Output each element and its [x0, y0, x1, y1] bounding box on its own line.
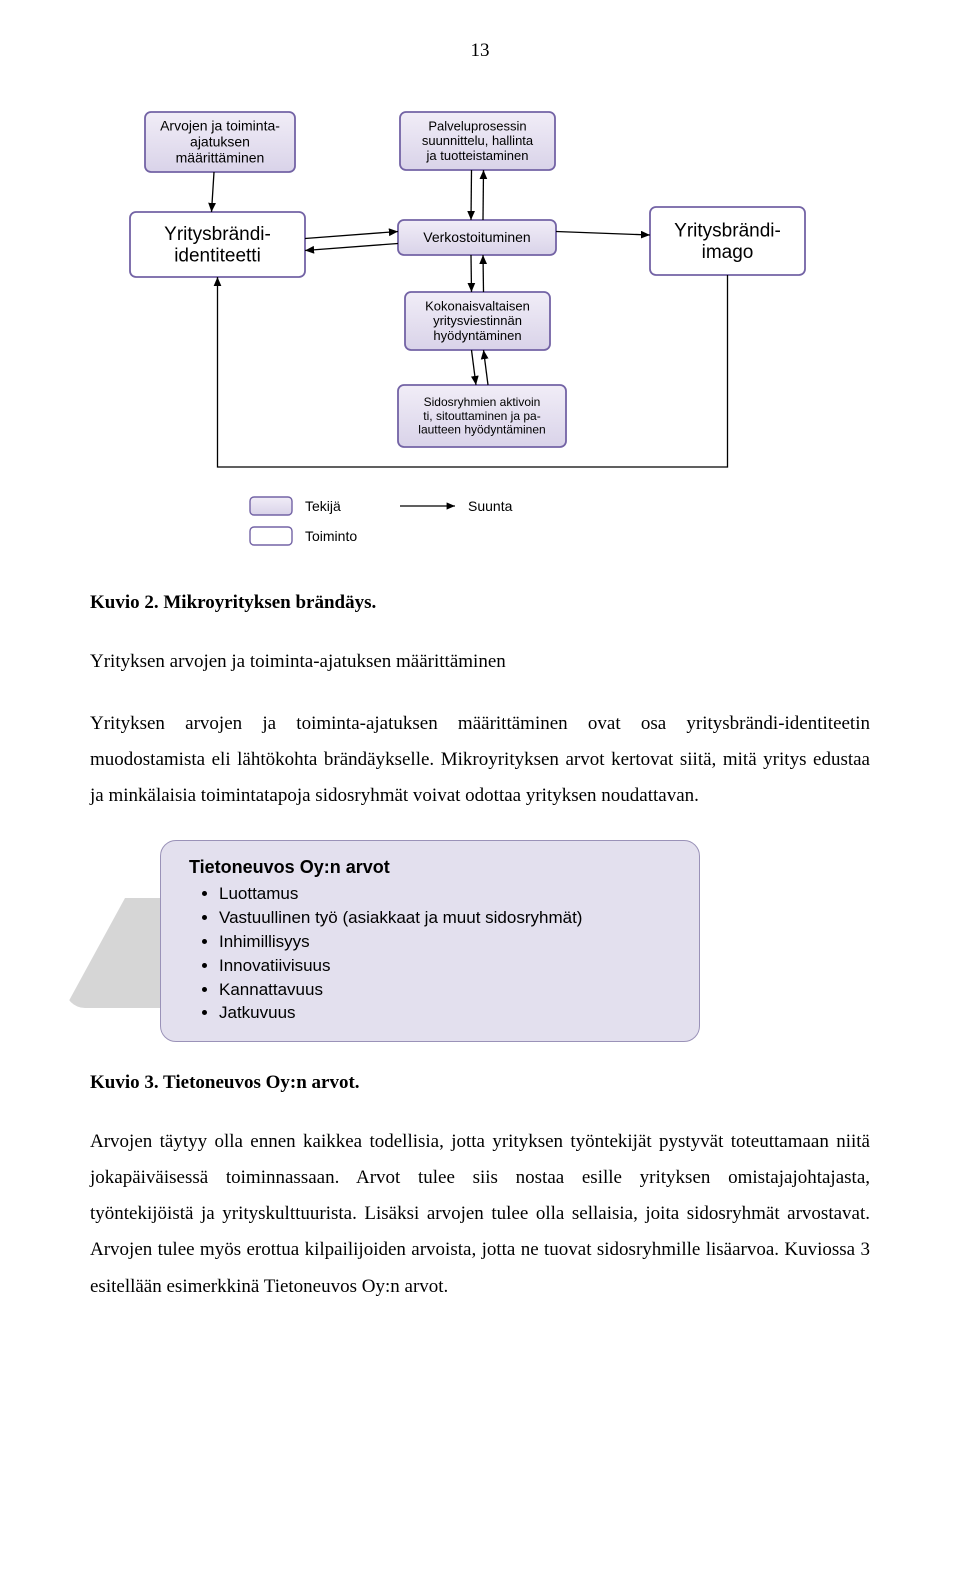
svg-text:Palveluprosessin: Palveluprosessin: [428, 118, 526, 133]
callout-box: Tietoneuvos Oy:n arvot LuottamusVastuull…: [160, 840, 700, 1042]
svg-text:Suunta: Suunta: [468, 498, 513, 514]
svg-text:identiteetti: identiteetti: [174, 246, 261, 267]
svg-text:lautteen hyödyntäminen: lautteen hyödyntäminen: [418, 423, 545, 437]
svg-text:Arvojen ja toiminta-: Arvojen ja toiminta-: [160, 117, 280, 133]
svg-text:hyödyntäminen: hyödyntäminen: [433, 328, 521, 343]
figure-2-caption-text: Kuvio 2. Mikroyrityksen brändäys.: [90, 592, 376, 613]
svg-text:Yritysbrändi-: Yritysbrändi-: [164, 224, 271, 245]
paragraph-2: Arvojen täytyy olla ennen kaikkea todell…: [90, 1124, 870, 1304]
callout-list-item: Kannattavuus: [219, 978, 675, 1002]
svg-text:ajatuksen: ajatuksen: [190, 134, 250, 150]
figure-2-caption: Kuvio 2. Mikroyrityksen brändäys.: [90, 592, 870, 614]
callout-list-item: Luottamus: [219, 882, 675, 906]
svg-text:ti, sitouttaminen ja pa-: ti, sitouttaminen ja pa-: [423, 409, 540, 423]
paragraph-1: Yrityksen arvojen ja toiminta-ajatuksen …: [90, 706, 870, 814]
svg-text:määrittäminen: määrittäminen: [176, 150, 265, 166]
svg-text:ja tuotteistaminen: ja tuotteistaminen: [426, 148, 529, 163]
svg-text:suunnittelu, hallinta: suunnittelu, hallinta: [422, 133, 534, 148]
callout-title: Tietoneuvos Oy:n arvot: [189, 857, 675, 878]
figure-3-caption: Kuvio 3. Tietoneuvos Oy:n arvot.: [90, 1072, 870, 1094]
svg-text:Toiminto: Toiminto: [305, 528, 357, 544]
svg-text:Sidosryhmien aktivoin: Sidosryhmien aktivoin: [424, 395, 541, 409]
callout-list-item: Jatkuvuus: [219, 1001, 675, 1025]
callout-list: LuottamusVastuullinen työ (asiakkaat ja …: [219, 882, 675, 1025]
svg-text:Tekijä: Tekijä: [305, 498, 341, 514]
svg-text:yritysviestinnän: yritysviestinnän: [433, 313, 522, 328]
figure-3-caption-text: Kuvio 3. Tietoneuvos Oy:n arvot.: [90, 1072, 360, 1093]
callout-list-item: Inhimillisyys: [219, 930, 675, 954]
svg-text:Kokonaisvaltaisen: Kokonaisvaltaisen: [425, 298, 530, 313]
callout-list-item: Vastuullinen työ (asiakkaat ja muut sido…: [219, 906, 675, 930]
section-heading: Yrityksen arvojen ja toiminta-ajatuksen …: [90, 644, 870, 680]
flowchart-svg: Arvojen ja toiminta-ajatuksenmäärittämin…: [90, 92, 850, 562]
callout-list-item: Innovatiivisuus: [219, 954, 675, 978]
svg-text:Verkostoituminen: Verkostoituminen: [423, 229, 530, 245]
svg-text:imago: imago: [702, 242, 754, 263]
flowchart-diagram: Arvojen ja toiminta-ajatuksenmäärittämin…: [90, 92, 870, 562]
svg-text:Yritysbrändi-: Yritysbrändi-: [674, 220, 781, 241]
values-callout: Tietoneuvos Oy:n arvot LuottamusVastuull…: [160, 840, 700, 1042]
page-number: 13: [90, 40, 870, 62]
